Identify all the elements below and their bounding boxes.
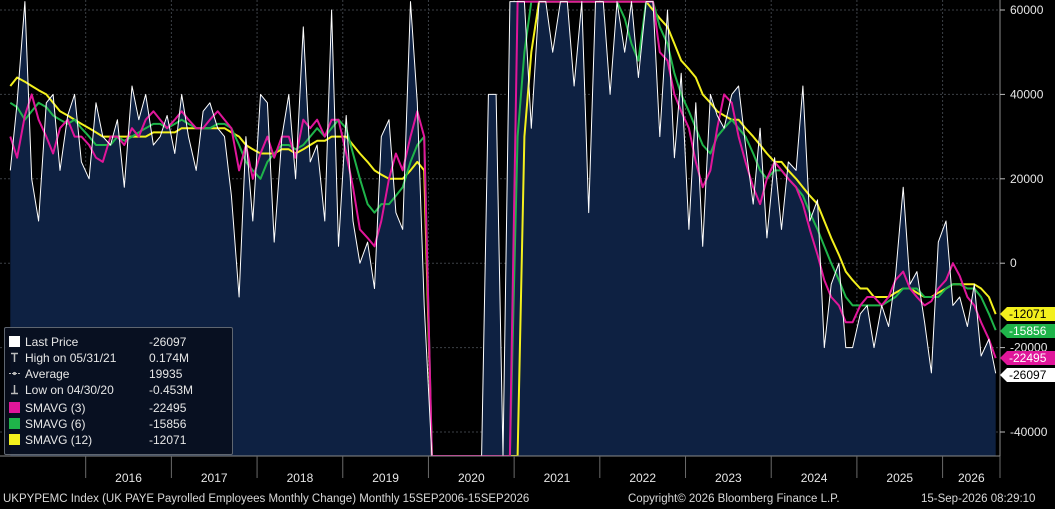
average-marker-icon	[9, 368, 20, 379]
last-value-tag-shape	[1000, 351, 1055, 365]
x-tick-label: 2023	[715, 471, 742, 485]
last-value-tag-shape	[1000, 368, 1055, 382]
last-value-tag-shape	[1000, 324, 1055, 338]
x-tick-label: 2016	[115, 471, 142, 485]
last-value-tag-label: -22495	[1009, 351, 1047, 365]
last-value-tags: -12071 -15856 -22495 -26097	[1000, 307, 1055, 382]
legend-low: Low on 04/30/20 -0.453M	[9, 382, 229, 398]
square-yellow-icon	[9, 434, 20, 445]
y-axis-panel	[1000, 0, 1055, 490]
x-tick-label: 2024	[801, 471, 828, 485]
legend-sma12: SMAVG (12) -12071	[9, 432, 229, 448]
legend: Last Price -26097 High on 05/31/21 0.174…	[4, 327, 233, 455]
y-tick-label: 40000	[1010, 87, 1044, 101]
footer-copyright: Copyright© 2026 Bloomberg Finance L.P.	[628, 493, 840, 505]
x-tick-label: 2019	[372, 471, 399, 485]
square-magenta-icon	[9, 402, 20, 413]
last-value-tag-label: -12071	[1009, 307, 1047, 321]
low-marker-icon	[9, 384, 20, 395]
legend-sma6: SMAVG (6) -15856	[9, 416, 229, 432]
legend-high: High on 05/31/21 0.174M	[9, 350, 229, 366]
x-axis: 2016 2017 2018 2019 2020 2021 2022 2023 2024 2025…	[0, 455, 1001, 490]
footer-description: UKPYPEMC Index (UK PAYE Payrolled Employ…	[3, 493, 530, 505]
y-tick-label: 20000	[1010, 172, 1044, 186]
x-tick-label: 2025	[886, 471, 913, 485]
last-value-tag-shape	[1000, 307, 1055, 321]
x-tick-label: 2018	[287, 471, 314, 485]
x-axis-panel	[0, 456, 1000, 490]
last-value-tag: -22495	[1000, 351, 1055, 365]
last-value-tag-label: -15856	[1009, 324, 1047, 338]
legend-average: Average 19935	[9, 366, 229, 382]
last-value-tag: -12071	[1000, 307, 1055, 321]
y-tick-label: 0	[1010, 256, 1017, 270]
square-white-icon	[9, 336, 20, 347]
last-value-tag-label: -26097	[1009, 368, 1047, 382]
legend-sma3: SMAVG (3) -22495	[9, 400, 229, 416]
y-tick-label: 60000	[1010, 3, 1044, 17]
y-tick-label: -40000	[1010, 425, 1048, 439]
x-tick-label: 2017	[201, 471, 228, 485]
x-tick-label: 2022	[629, 471, 656, 485]
square-green-icon	[9, 418, 20, 429]
footer-timestamp: 15-Sep-2026 08:29:10	[921, 493, 1036, 505]
x-tick-label: 2021	[544, 471, 571, 485]
last-value-tag: -15856	[1000, 324, 1055, 338]
x-tick-label: 2026	[958, 471, 985, 485]
legend-last-price: Last Price -26097	[9, 334, 229, 350]
price-area-fill	[10, 1, 996, 456]
x-tick-label: 2020	[458, 471, 485, 485]
high-marker-icon	[9, 352, 20, 363]
last-value-tag: -26097	[1000, 368, 1055, 382]
